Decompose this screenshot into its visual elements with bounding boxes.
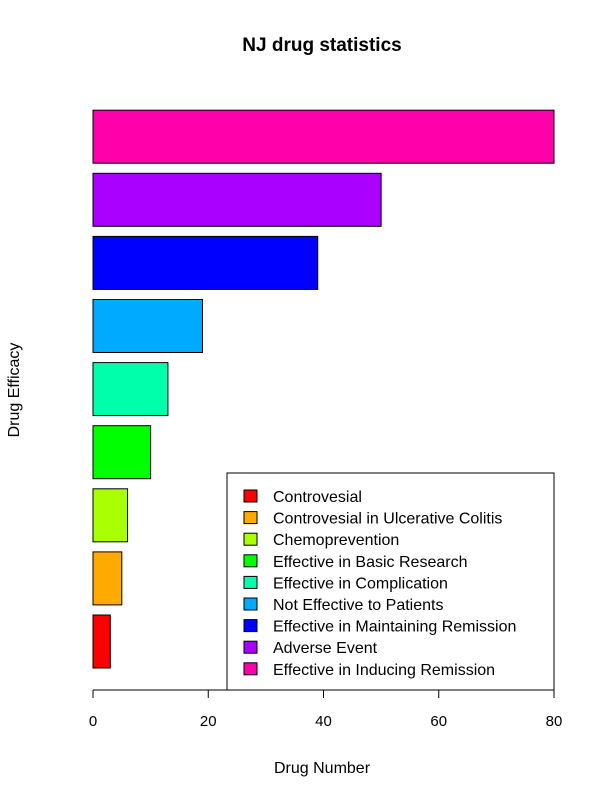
legend-box: [226, 472, 555, 691]
legend-swatch-6: [243, 597, 258, 611]
x-tick-label: 0: [89, 713, 97, 730]
legend-swatch-5: [243, 575, 258, 589]
bar-1: [92, 614, 111, 669]
x-tick-label: 80: [546, 713, 563, 730]
legend-entry-7: Effective in Maintaining Remission: [273, 619, 516, 636]
bar-5: [92, 362, 169, 417]
legend-entry-3: Chemoprevention: [273, 532, 399, 549]
legend-swatch-8: [243, 640, 258, 654]
bar-6: [92, 299, 203, 353]
legend-swatch-3: [243, 532, 258, 546]
legend-swatch-9: [243, 662, 258, 676]
x-tick-label: 40: [315, 713, 332, 730]
legend-swatch-4: [243, 554, 258, 568]
bar-4: [92, 425, 152, 480]
x-axis: 0 20 40 60 80: [89, 689, 563, 730]
legend-entry-6: Not Effective to Patients: [273, 597, 443, 614]
legend-entry-1: Controvesial: [273, 489, 362, 506]
legend-entry-8: Adverse Event: [273, 640, 378, 657]
legend-entry-4: Effective in Basic Research: [273, 554, 467, 571]
legend-swatch-7: [243, 619, 258, 633]
legend: Controvesial Controvesial in Ulcerative C…: [226, 472, 555, 691]
legend-swatch-1: [243, 489, 258, 503]
x-axis-label: Drug Number: [274, 760, 371, 777]
bar-7: [92, 235, 319, 290]
bar-8: [92, 172, 382, 227]
legend-swatch-2: [243, 511, 258, 525]
bar-2: [92, 551, 123, 606]
chart-title: NJ drug statistics: [242, 35, 401, 56]
legend-entry-2: Controvesial in Ulcerative Colitis: [273, 511, 502, 528]
y-axis-label: Drug Efficacy: [6, 343, 23, 438]
x-tick-label: 60: [430, 713, 447, 730]
bar-9: [92, 109, 555, 164]
bars-group: [92, 109, 555, 669]
legend-entry-5: Effective in Complication: [273, 575, 448, 592]
legend-entry-9: Effective in Inducing Remission: [273, 662, 495, 679]
bar-3: [92, 488, 129, 543]
x-tick-label: 20: [200, 713, 217, 730]
